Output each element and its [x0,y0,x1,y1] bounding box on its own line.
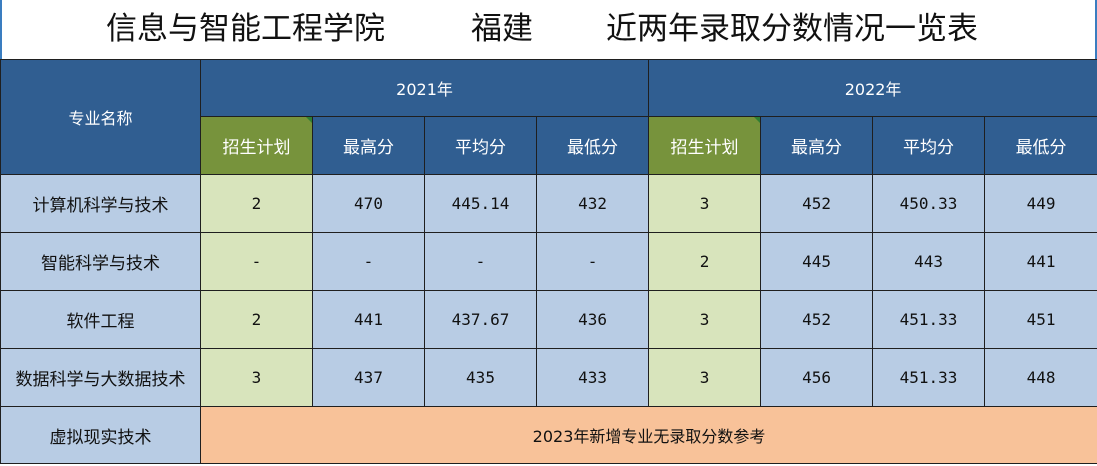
sheet-title: 信息与智能工程学院 福建 近两年录取分数情况一览表 [0,0,1097,59]
plan-2021: 2 [200,174,313,233]
col-header-min-2021: 最低分 [535,116,650,175]
plan-2021: 3 [200,348,313,407]
col-header-max-2021: 最高分 [312,116,425,175]
avg-score-2021: 437.67 [424,290,537,349]
major-name: 智能科学与技术 [0,232,201,291]
max-score-2021: 470 [312,174,425,233]
avg-score-2022: 451.33 [872,348,986,407]
table-row: 软件工程 2 441 437.67 436 3 452 451.33 451 [0,290,1097,349]
max-score-2022: 452 [760,174,874,233]
plan-2022: 2 [648,232,762,291]
major-name: 虚拟现实技术 [0,406,201,464]
new-major-row: 虚拟现实技术 2023年新增专业无录取分数参考 [0,406,1097,464]
plan-2022: 3 [648,174,762,233]
avg-score-2022: 450.33 [872,174,986,233]
min-score-2022: 451 [984,290,1097,349]
plan-2021: - [200,232,313,291]
max-score-2022: 456 [760,348,874,407]
avg-score-2022: 451.33 [872,290,986,349]
max-score-2022: 445 [760,232,874,291]
major-name: 数据科学与大数据技术 [0,348,201,407]
table-row: 计算机科学与技术 2 470 445.14 432 3 452 450.33 4… [0,174,1097,233]
col-header-avg-2022: 平均分 [872,116,986,175]
title-subject: 近两年录取分数情况一览表 [606,11,978,47]
table-row: 数据科学与大数据技术 3 437 435 433 3 456 451.33 44… [0,348,1097,407]
col-header-plan-2021: 招生计划 [200,116,313,175]
avg-score-2021: 435 [424,348,537,407]
major-name: 计算机科学与技术 [0,174,201,233]
major-name: 软件工程 [0,290,201,349]
year-header-2022: 2022年 [648,59,1097,117]
max-score-2022: 452 [760,290,874,349]
plan-2022: 3 [648,348,762,407]
new-major-note: 2023年新增专业无录取分数参考 [199,406,1097,464]
plan-2022: 3 [648,290,762,349]
min-score-2021: - [535,232,650,291]
max-score-2021: 441 [312,290,425,349]
min-score-2022: 449 [984,174,1097,233]
admission-score-table: 专业名称 2021年 2022年 招生计划 最高分 平均分 最低分 招生计划 最… [0,59,1097,464]
col-header-min-2022: 最低分 [984,116,1097,175]
major-header: 专业名称 [0,59,201,175]
col-header-avg-2021: 平均分 [424,116,537,175]
min-score-2021: 436 [535,290,650,349]
year-header-row: 专业名称 2021年 2022年 [0,59,1097,175]
col-header-plan-2022: 招生计划 [648,116,762,175]
plan-2021: 2 [200,290,313,349]
table-row: 智能科学与技术 - - - - 2 445 443 441 [0,232,1097,291]
title-college: 信息与智能工程学院 [106,11,385,47]
avg-score-2022: 443 [872,232,986,291]
max-score-2021: 437 [312,348,425,407]
min-score-2022: 441 [984,232,1097,291]
year-header-2021: 2021年 [199,59,650,117]
title-province: 福建 [471,11,533,47]
max-score-2021: - [312,232,425,291]
column-header-row: 招生计划 最高分 平均分 最低分 招生计划 最高分 平均分 最低分 [1,116,1097,175]
avg-score-2021: 445.14 [424,174,537,233]
min-score-2022: 448 [984,348,1097,407]
avg-score-2021: - [424,232,537,291]
col-header-max-2022: 最高分 [760,116,874,175]
min-score-2021: 432 [535,174,650,233]
min-score-2021: 433 [535,348,650,407]
